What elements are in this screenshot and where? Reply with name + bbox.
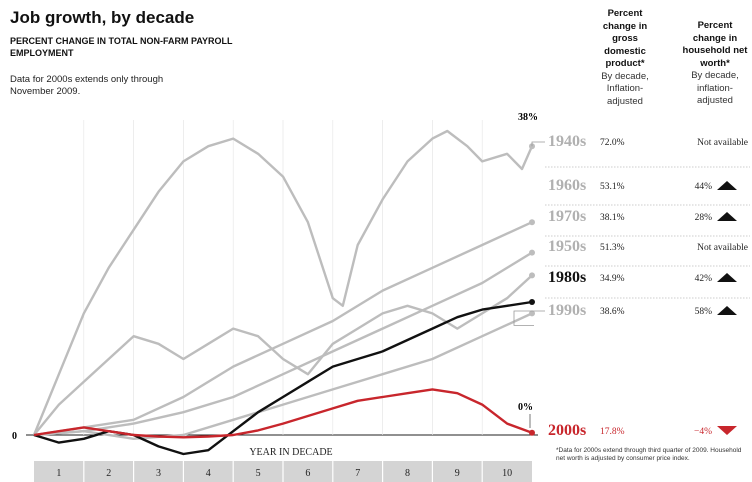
gdp-value-1990s: 38.6%: [600, 307, 625, 317]
leader-line-1940s: [531, 141, 545, 147]
networth-value-2000s: −4%: [694, 427, 712, 437]
up-arrow-icon: [717, 306, 737, 315]
series-line-1950s: [33, 274, 533, 436]
networth-column-header: Percent change in household net worth* B…: [682, 20, 748, 108]
gdp-value-1940s: 72.0%: [600, 138, 625, 148]
gdp-value-2000s: 17.8%: [600, 427, 625, 437]
series-end-point-1990s: [529, 310, 535, 317]
series-label-1990s: 1990s: [548, 302, 586, 319]
x-tick-label: 10: [502, 468, 512, 479]
series-end-point-1960s: [529, 219, 535, 226]
series-end-point-2000s: [529, 429, 535, 436]
x-tick-label: 1: [56, 468, 61, 479]
x-tick-label: 2: [106, 468, 111, 479]
networth-value-1960s: 44%: [695, 182, 713, 192]
gdp-value-1960s: 53.1%: [600, 182, 625, 192]
networth-header-note: By decade, inflation-adjusted: [691, 70, 739, 106]
networth-value-1940s: Not available: [697, 138, 748, 148]
x-tick-label: 8: [405, 468, 410, 479]
gdp-value-1980s: 34.9%: [600, 274, 625, 284]
chart-title: Job growth, by decade: [10, 8, 195, 27]
chart-subtitle: PERCENT CHANGE IN TOTAL NON-FARM PAYROLL…: [10, 36, 233, 58]
x-tick-label: 9: [455, 468, 460, 479]
up-arrow-icon: [717, 212, 737, 221]
networth-header-title: Percent change in household net worth*: [682, 20, 748, 69]
x-tick-label: 5: [256, 468, 261, 479]
x-axis-label: YEAR IN DECADE: [249, 447, 332, 458]
series-line-1940s: [32, 129, 534, 436]
x-tick-label: 7: [355, 468, 360, 479]
series-line-1960s: [33, 221, 533, 437]
series-label-1950s: 1950s: [548, 238, 586, 255]
data-note: Data for 2000s extends only through Nove…: [10, 74, 164, 97]
series-label-1970s: 1970s: [548, 208, 586, 225]
down-arrow-icon: [717, 426, 737, 435]
annotation-38-percent: 38%: [518, 112, 538, 123]
gdp-header-note: By decade, Inflation-adjusted: [601, 70, 649, 107]
annotation-0-percent: 0%: [518, 402, 533, 413]
series-end-point-1950s: [529, 272, 535, 279]
series-label-1940s: 1940s: [548, 133, 586, 150]
gdp-value-1950s: 51.3%: [600, 243, 625, 253]
gdp-value-1970s: 38.1%: [600, 213, 625, 223]
series-label-1960s: 1960s: [548, 177, 586, 194]
series-label-2000s: 2000s: [548, 422, 586, 439]
series-end-point-1980s: [529, 299, 535, 305]
series-line-1970s: [33, 251, 533, 437]
networth-value-1980s: 42%: [695, 274, 713, 284]
networth-value-1950s: Not available: [697, 243, 748, 253]
x-tick-label: 6: [305, 468, 310, 479]
leader-line-1990s: [513, 310, 545, 326]
footnote: *Data for 2000s extend through third qua…: [556, 447, 742, 462]
up-arrow-icon: [717, 181, 737, 190]
networth-value-1970s: 28%: [695, 213, 713, 223]
series-line-1990s: [33, 312, 533, 440]
series-labels: 1940s 72.0% Not available 1960s 53.1% 44% 1970…: [513, 112, 750, 439]
x-tick-label: 4: [206, 468, 211, 479]
networth-value-1990s: 58%: [695, 307, 713, 317]
series-label-1980s: 1980s: [548, 269, 586, 286]
gdp-column-header: Percent change in gross domestic product…: [596, 8, 654, 108]
series-end-point-1970s: [529, 249, 535, 256]
x-axis: 0 1 2 3 4 5 6 7 8 9 10 YEAR IN DECADE: [12, 120, 538, 482]
up-arrow-icon: [717, 273, 737, 282]
series-line-2000s: [33, 388, 533, 439]
series-lines: [32, 129, 535, 456]
gdp-header-title: Percent change in gross domestic product…: [602, 8, 648, 69]
x-tick-label: 3: [156, 468, 161, 479]
y-zero-label: 0: [12, 431, 17, 442]
